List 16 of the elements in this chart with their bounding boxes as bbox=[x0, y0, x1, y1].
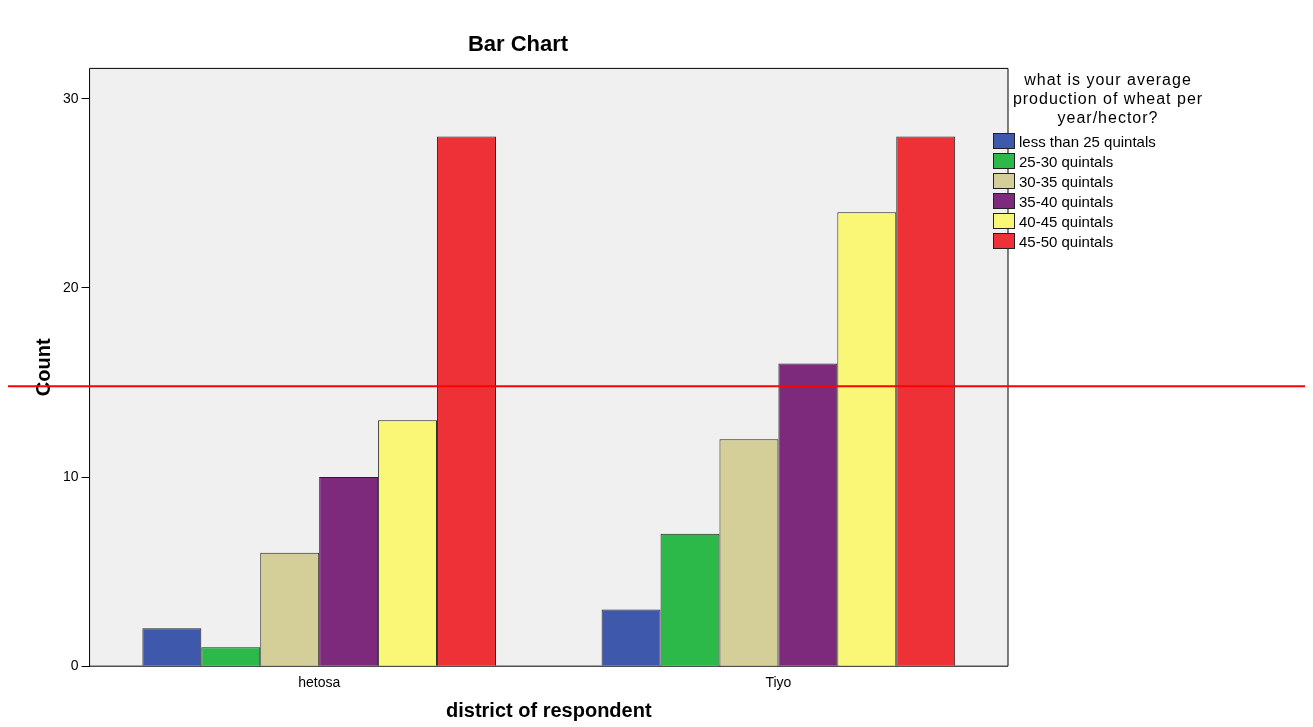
legend-title: what is your average production of wheat per year/hector? bbox=[1011, 70, 1205, 127]
legend-label: less than 25 quintals bbox=[1019, 132, 1156, 150]
y-axis-title: Count bbox=[31, 338, 54, 397]
legend-label: 25-30 quintals bbox=[1019, 152, 1114, 170]
x-tick-label: Tiyo bbox=[765, 674, 792, 691]
legend-label: 30-35 quintals bbox=[1019, 172, 1114, 190]
chart-title: Bar Chart bbox=[467, 31, 569, 57]
legend-label: 45-50 quintals bbox=[1019, 232, 1114, 250]
legend-label: 40-45 quintals bbox=[1019, 212, 1114, 230]
y-tick-label: 10 bbox=[62, 467, 79, 484]
y-tick-label: 0 bbox=[70, 657, 79, 674]
y-tick-label: 20 bbox=[62, 278, 79, 295]
y-tick-label: 30 bbox=[62, 89, 79, 106]
legend-label: 35-40 quintals bbox=[1019, 192, 1114, 210]
x-tick-label: hetosa bbox=[298, 674, 341, 691]
x-axis-title: district of respondent bbox=[446, 698, 652, 721]
